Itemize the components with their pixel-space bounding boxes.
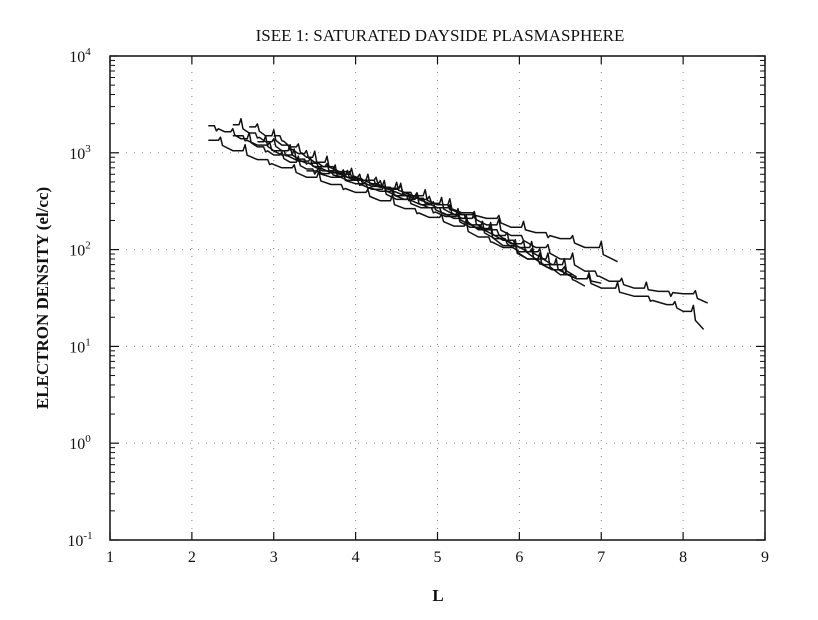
x-tick-label: 7 — [597, 549, 605, 566]
y-tick-label: 103 — [69, 143, 91, 163]
y-tick-label: 102 — [69, 240, 91, 260]
x-tick-label: 1 — [106, 549, 114, 566]
chart-title: ISEE 1: SATURATED DAYSIDE PLASMASPHERE — [256, 26, 625, 45]
density-trace — [306, 167, 578, 278]
x-axis-label: L — [432, 586, 443, 605]
x-tick-label: 2 — [188, 549, 196, 566]
y-tick-label: 10-1 — [67, 530, 92, 550]
axis-ticks — [109, 55, 766, 541]
data-series — [208, 117, 709, 330]
density-trace — [208, 136, 705, 330]
x-tick-label: 6 — [515, 549, 523, 566]
density-trace — [232, 117, 709, 304]
y-tick-labels: 10-1 100 101 102 103 104 — [67, 46, 92, 550]
y-tick-label: 101 — [69, 336, 91, 356]
y-tick-label: 104 — [69, 46, 91, 66]
x-tick-label: 4 — [352, 549, 360, 566]
x-tick-label: 9 — [761, 549, 769, 566]
x-tick-label: 3 — [270, 549, 278, 566]
density-trace — [257, 135, 569, 276]
grid-lines — [110, 56, 765, 540]
y-axis-label: ELECTRON DENSITY (el/cc) — [33, 187, 52, 409]
density-trace — [249, 123, 586, 287]
x-tick-label: 5 — [434, 549, 442, 566]
density-trace — [208, 125, 618, 263]
x-tick-label: 8 — [679, 549, 687, 566]
x-tick-labels: 1 2 3 4 5 6 7 8 9 — [106, 549, 769, 566]
y-tick-label: 100 — [69, 433, 91, 453]
